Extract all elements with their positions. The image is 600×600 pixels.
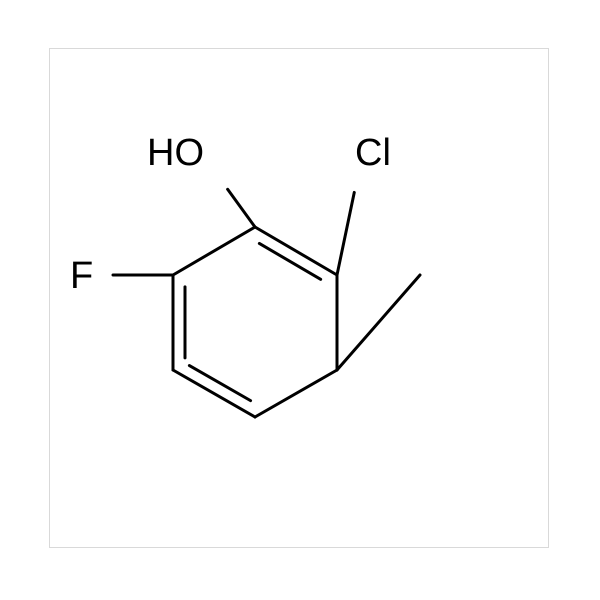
atom-label-chloro: Cl xyxy=(355,132,391,175)
atom-label-hydroxy: HO xyxy=(147,132,204,175)
molecule-svg xyxy=(0,0,600,600)
atom-label-fluoro: F xyxy=(70,255,93,298)
